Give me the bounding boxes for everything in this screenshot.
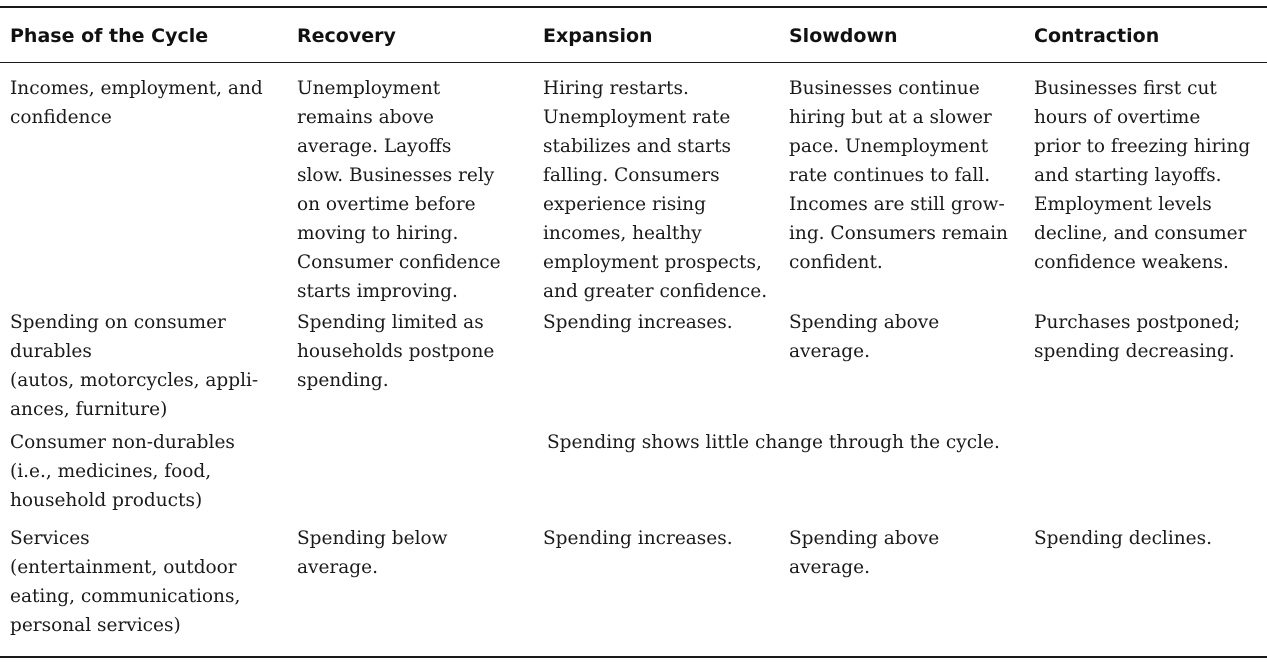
header-rule bbox=[0, 62, 1267, 63]
header-phase: Phase of the Cycle bbox=[10, 25, 209, 47]
header-slowdown: Slowdown bbox=[789, 25, 898, 47]
cell-slowdown: Spending above average. bbox=[789, 528, 940, 578]
row-label: Consumer non-durables (i.e., medicines, … bbox=[10, 432, 235, 511]
cell-contraction: Purchases postponed; spending decreasing… bbox=[1034, 312, 1241, 362]
table-bottom-rule bbox=[0, 656, 1267, 658]
row-label: Incomes, employment, and confidence bbox=[10, 78, 263, 128]
cell-slowdown: Businesses continue hiring but at a slow… bbox=[789, 78, 1008, 273]
header-expansion: Expansion bbox=[543, 25, 653, 47]
cell-recovery: Unemployment remains above average. Layo… bbox=[297, 78, 501, 302]
cell-expansion: Hiring restarts. Unemployment rate stabi… bbox=[543, 78, 768, 302]
span-text: Spending shows little change through the… bbox=[547, 432, 1000, 453]
table-row: Services (entertainment, outdoor eating,… bbox=[0, 523, 1267, 656]
row-label: Spending on consumer durables (autos, mo… bbox=[10, 312, 259, 420]
header-contraction: Contraction bbox=[1034, 25, 1160, 47]
cell-recovery: Spending limited as households postpone … bbox=[297, 312, 495, 391]
cell-expansion: Spending increases. bbox=[543, 528, 733, 549]
cell-expansion: Spending increases. bbox=[543, 312, 733, 333]
cell-contraction: Businesses first cut hours of overtime p… bbox=[1034, 78, 1251, 273]
table-top-rule bbox=[0, 6, 1267, 8]
table-row: Consumer non-durables (i.e., medicines, … bbox=[0, 427, 1267, 523]
cell-slowdown: Spending above average. bbox=[789, 312, 940, 362]
cell-contraction: Spending declines. bbox=[1034, 528, 1212, 549]
table-row: Incomes, employment, and confidence Unem… bbox=[0, 63, 1267, 303]
business-cycle-table: Phase of the Cycle Recovery Expansion Sl… bbox=[0, 6, 1267, 658]
spanning-cell: Spending shows little change through the… bbox=[287, 428, 1267, 523]
cell-recovery: Spending below average. bbox=[297, 528, 448, 578]
table-row: Spending on consumer durables (autos, mo… bbox=[0, 303, 1267, 427]
row-label: Services (entertainment, outdoor eating,… bbox=[10, 528, 241, 636]
header-row: Phase of the Cycle Recovery Expansion Sl… bbox=[0, 8, 1267, 62]
header-recovery: Recovery bbox=[297, 25, 396, 47]
